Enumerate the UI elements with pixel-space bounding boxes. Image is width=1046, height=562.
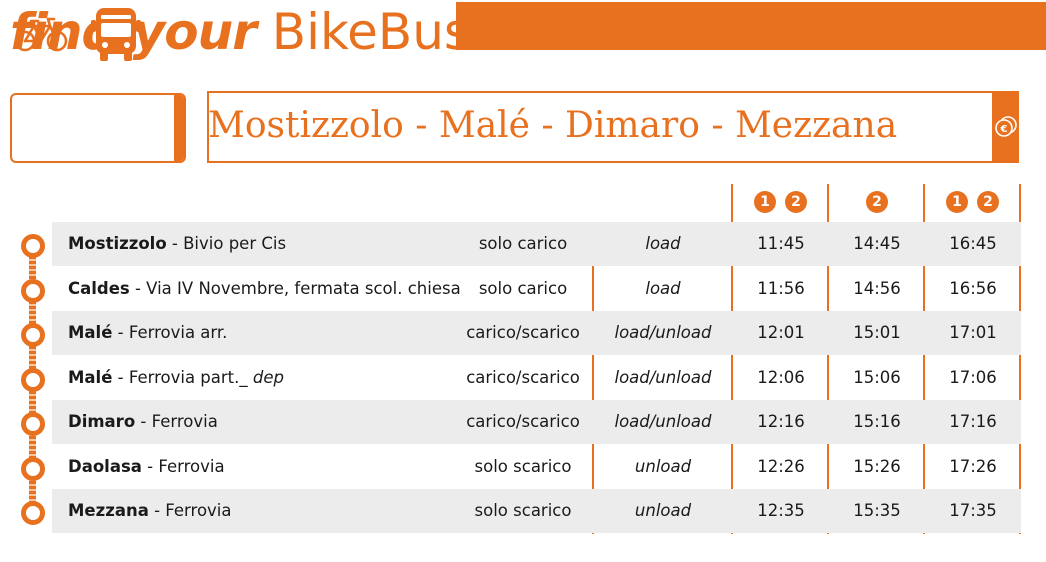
stop-name: Caldes [68, 279, 130, 298]
departure-time: 17:01 [949, 323, 997, 342]
stop-marker [21, 368, 45, 392]
departure-time: 12:35 [757, 501, 805, 520]
svg-text:€: € [1000, 124, 1008, 135]
service-en: load [645, 279, 681, 298]
stop-cell: Malé - Ferrovia part._ dep [68, 356, 284, 400]
departure-time: 15:01 [853, 323, 901, 342]
stop-detail: - Ferrovia [148, 501, 232, 520]
service-badge: 2 [785, 191, 807, 213]
brand-title-light: BikeBus [271, 3, 470, 61]
service-it: solo scarico [474, 501, 572, 520]
stop-name: Malé [68, 323, 113, 342]
service-badge: 2 [866, 191, 888, 213]
departure-time: 16:45 [949, 234, 997, 253]
departure-time: 16:56 [949, 279, 997, 298]
stop-cell: Daolasa - Ferrovia [68, 445, 225, 489]
column-divider [592, 222, 594, 534]
stop-name: Dimaro [68, 412, 136, 431]
table-row: Mezzana - Ferrovia solo scarico unload 1… [52, 489, 1021, 533]
stop-marker [21, 412, 45, 436]
stop-name: Malé [68, 368, 113, 387]
column-divider [923, 184, 925, 534]
stop-detail: - Via IV Novembre, fermata scol. chiesa [129, 279, 461, 298]
service-badge: 1 [946, 191, 968, 213]
departure-time: 17:16 [949, 412, 997, 431]
departure-time: 17:35 [949, 501, 997, 520]
stop-marker [21, 501, 45, 525]
icon-box-stripe [174, 95, 184, 161]
table-row: Malé - Ferrovia arr. carico/scarico load… [52, 311, 1021, 355]
table-row: Dimaro - Ferrovia carico/scarico load/un… [52, 400, 1021, 444]
stop-cell: Caldes - Via IV Novembre, fermata scol. … [68, 267, 461, 311]
stop-cell: Dimaro - Ferrovia [68, 400, 218, 444]
service-en: load/unload [614, 412, 712, 431]
route-title: Mostizzolo - Malé - Dimaro - Mezzana [208, 105, 898, 146]
table-row: Malé - Ferrovia part._ dep carico/scaric… [52, 356, 1021, 400]
service-en: unload [634, 501, 692, 520]
service-it: solo carico [478, 279, 568, 298]
departure-time: 12:26 [757, 457, 805, 476]
bus-icon [91, 8, 141, 61]
header-accent-bar [456, 2, 1046, 50]
stop-cell: Malé - Ferrovia arr. [68, 311, 227, 355]
departure-time: 15:16 [853, 412, 901, 431]
departure-time: 12:01 [757, 323, 805, 342]
stop-name: Mostizzolo [68, 234, 167, 253]
stop-marker [21, 234, 45, 258]
stop-cell: Mezzana - Ferrovia [68, 489, 232, 533]
departure-time: 14:45 [853, 234, 901, 253]
departure-time: 14:56 [853, 279, 901, 298]
departure-time: 15:06 [853, 368, 901, 387]
departure-time: 15:35 [853, 501, 901, 520]
departure-time: 15:26 [853, 457, 901, 476]
service-it: carico/scarico [466, 368, 580, 387]
stop-marker [21, 457, 45, 481]
stop-cell: Mostizzolo - Bivio per Cis [68, 222, 286, 266]
service-en: load/unload [614, 368, 712, 387]
mode-icons-box [10, 93, 186, 163]
service-badge: 1 [754, 191, 776, 213]
departure-time: 11:56 [757, 279, 805, 298]
brand-title: find your BikeBus [10, 0, 470, 64]
departure-time: 17:26 [949, 457, 997, 476]
service-it: solo scarico [474, 457, 572, 476]
column-divider [731, 184, 733, 534]
euro-coins-icon: € [995, 116, 1017, 137]
departure-time: 17:06 [949, 368, 997, 387]
stop-detail: - Ferrovia [141, 457, 225, 476]
table-row: Daolasa - Ferrovia solo scarico unload 1… [52, 445, 1021, 489]
service-en: load/unload [614, 323, 712, 342]
stop-detail: - Ferrovia arr. [112, 323, 228, 342]
column-divider [827, 184, 829, 534]
stop-marker [21, 323, 45, 347]
service-it: carico/scarico [466, 412, 580, 431]
stop-marker [21, 279, 45, 303]
stop-detail: - Ferrovia part._ [112, 368, 248, 387]
stop-detail: - Ferrovia [135, 412, 218, 431]
stop-name: Mezzana [68, 501, 149, 520]
service-it: carico/scarico [466, 323, 580, 342]
column-divider [1019, 184, 1021, 534]
route-title-box [207, 91, 1019, 163]
service-en: load [645, 234, 681, 253]
bicycle-icon [14, 17, 68, 52]
departure-time: 12:16 [757, 412, 805, 431]
table-row: Mostizzolo - Bivio per Cis solo carico l… [52, 222, 1021, 266]
service-badge: 2 [977, 191, 999, 213]
service-en: unload [634, 457, 692, 476]
table-row: Caldes - Via IV Novembre, fermata scol. … [52, 267, 1021, 311]
stop-detail: - Bivio per Cis [166, 234, 287, 253]
service-it: solo carico [478, 234, 568, 253]
stop-name: Daolasa [68, 457, 142, 476]
stop-detail-en: dep [252, 368, 284, 387]
departure-time: 12:06 [757, 368, 805, 387]
departure-time: 11:45 [757, 234, 805, 253]
